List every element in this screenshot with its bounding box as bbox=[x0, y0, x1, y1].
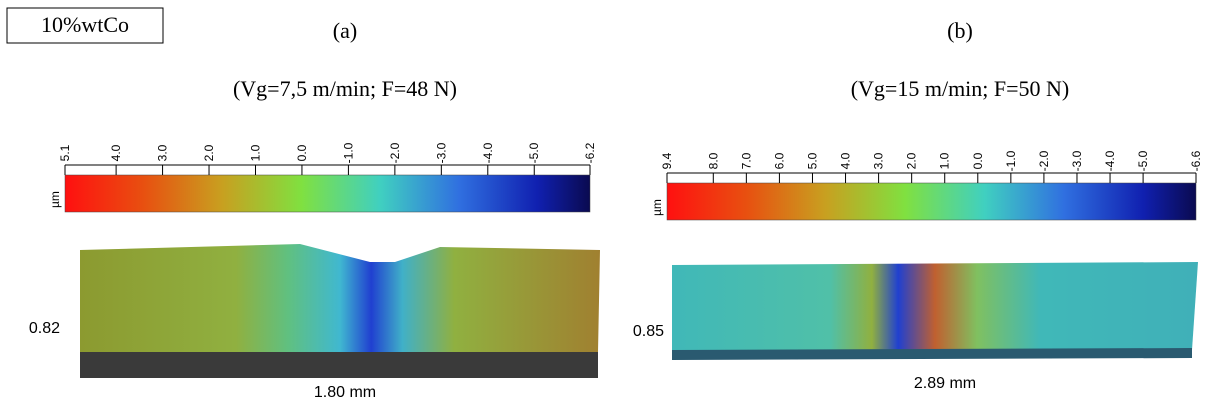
colorbar bbox=[666, 182, 1197, 221]
colorbar-tick-label: -6.6 bbox=[1189, 150, 1203, 171]
colorbar-tick-label: -4.0 bbox=[481, 142, 495, 163]
panel-conditions: (Vg=15 m/min; F=50 N) bbox=[851, 76, 1070, 101]
colorbar-tick-label: -5.0 bbox=[527, 142, 541, 163]
colorbar-tick-label: -1.0 bbox=[341, 142, 355, 163]
panel-label: (b) bbox=[947, 18, 973, 43]
panel-conditions: (Vg=7,5 m/min; F=48 N) bbox=[233, 76, 457, 101]
panel-label: (a) bbox=[333, 18, 357, 43]
colorbar-tick-label: 4.0 bbox=[109, 144, 123, 161]
colorbar bbox=[64, 174, 591, 213]
surface-base bbox=[80, 352, 598, 378]
colorbar-unit: µm bbox=[650, 199, 664, 216]
colorbar-tick-label: 3.0 bbox=[872, 152, 886, 169]
height-label: 0.82 bbox=[29, 320, 60, 337]
colorbar-unit: µm bbox=[48, 191, 62, 208]
colorbar-tick-label: -2.0 bbox=[1037, 150, 1051, 171]
label-box bbox=[6, 7, 164, 44]
colorbar-tick-label: 2.0 bbox=[905, 152, 919, 169]
surface-base bbox=[672, 348, 1192, 360]
colorbar-tick-label: -2.0 bbox=[388, 142, 402, 163]
height-label: 0.85 bbox=[633, 323, 664, 340]
colorbar-tick-label: 7.0 bbox=[739, 152, 753, 169]
colorbar-tick-label: 6.0 bbox=[772, 152, 786, 169]
colorbar-tick-label: 5.1 bbox=[58, 144, 72, 161]
width-label: 1.80 mm bbox=[314, 384, 376, 401]
colorbar-tick-label: 2.0 bbox=[202, 144, 216, 161]
colorbar-tick-label: -3.0 bbox=[1070, 150, 1084, 171]
surface bbox=[80, 244, 600, 352]
colorbar-tick-label: 0.0 bbox=[971, 152, 985, 169]
colorbar-tick-label: 3.0 bbox=[156, 144, 170, 161]
colorbar-tick-label: 4.0 bbox=[839, 152, 853, 169]
colorbar-tick-label: 8.0 bbox=[706, 152, 720, 169]
colorbar-tick-label: -3.0 bbox=[434, 142, 448, 163]
colorbar-tick-label: -1.0 bbox=[1004, 150, 1018, 171]
label-text: 10%wtCo bbox=[41, 12, 129, 37]
colorbar-tick-label: -4.0 bbox=[1103, 150, 1117, 171]
colorbar-tick-label: 1.0 bbox=[248, 144, 262, 161]
colorbar-tick-label: -5.0 bbox=[1136, 150, 1150, 171]
colorbar-tick-label: 9.4 bbox=[660, 152, 674, 169]
width-label: 2.89 mm bbox=[914, 375, 976, 392]
colorbar-tick-label: 1.0 bbox=[938, 152, 952, 169]
surface bbox=[672, 262, 1198, 352]
colorbar-tick-label: 0.0 bbox=[295, 144, 309, 161]
colorbar-tick-label: 5.0 bbox=[805, 152, 819, 169]
colorbar-tick-label: -6.2 bbox=[583, 142, 597, 163]
